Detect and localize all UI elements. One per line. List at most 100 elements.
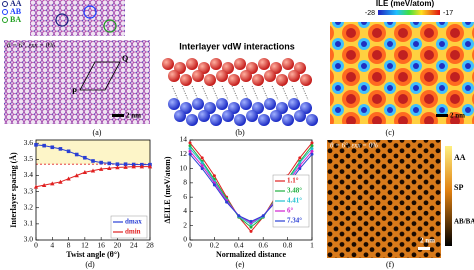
legend-label: 3.48° xyxy=(287,187,302,195)
data-point xyxy=(107,166,112,171)
data-point xyxy=(90,168,96,173)
colorbar-label: AB/BA xyxy=(454,218,474,226)
vdw-line xyxy=(301,85,309,101)
panel-label: (b) xyxy=(235,128,245,137)
atom xyxy=(216,98,228,110)
y-tick-label: 2 xyxy=(183,220,187,229)
y-tick-label: 3.4 xyxy=(24,170,34,179)
lattice-inset xyxy=(30,0,125,36)
unit-cell xyxy=(79,61,121,91)
vdw-line xyxy=(171,85,179,101)
data-point xyxy=(249,219,253,223)
data-point xyxy=(298,167,302,171)
scale-bar-label: 2 nm xyxy=(420,237,435,245)
data-point xyxy=(200,167,204,171)
atom xyxy=(216,70,228,82)
data-point xyxy=(83,155,87,160)
legend-marker xyxy=(2,9,8,15)
atom xyxy=(252,74,264,86)
legend-label: AA xyxy=(10,0,22,8)
data-point xyxy=(82,170,88,175)
x-tick-label: 8 xyxy=(67,241,71,250)
y-tick-label: 4 xyxy=(183,206,187,215)
atom xyxy=(288,70,300,82)
x-tick-label: 0.6 xyxy=(259,241,269,250)
data-point xyxy=(107,161,112,166)
y-tick-label: 12 xyxy=(180,149,188,158)
atom xyxy=(240,70,252,82)
vdw-line xyxy=(211,85,219,101)
data-point xyxy=(115,162,120,166)
x-tick-label: 1 xyxy=(310,241,314,250)
vdw-line xyxy=(241,85,249,101)
y-tick-label: 3.5 xyxy=(24,154,34,163)
colorbar xyxy=(445,146,452,246)
data-point xyxy=(200,161,204,165)
scale-bar xyxy=(436,114,448,117)
panel-a: AA AB BA θ = 6°, εxx = 0% P Q 2 nm (a) xyxy=(2,0,150,137)
y-tick-label: 3.2 xyxy=(24,202,34,211)
atom xyxy=(168,70,180,82)
colorbar-label: -17 xyxy=(443,10,453,17)
ile-map xyxy=(330,22,474,124)
atom xyxy=(240,98,252,110)
y-tick-label: 6 xyxy=(183,192,187,201)
atom xyxy=(288,98,300,110)
atom xyxy=(282,58,294,70)
atom xyxy=(204,74,216,86)
data-point xyxy=(34,143,38,147)
atom xyxy=(186,58,198,70)
data-point xyxy=(74,152,79,157)
atom xyxy=(186,114,198,126)
panel-label: (c) xyxy=(386,128,395,137)
data-point xyxy=(310,147,314,151)
data-point xyxy=(225,200,229,204)
atom xyxy=(192,70,204,82)
legend-label: dmin xyxy=(125,228,141,236)
legend-label: AB xyxy=(10,7,22,16)
atom xyxy=(306,114,318,126)
y-tick-label: 10 xyxy=(180,163,188,172)
panel-b: Interlayer vdW interactions (b) xyxy=(162,41,318,137)
legend-label: 6° xyxy=(287,207,294,215)
x-tick-label: 0 xyxy=(188,241,192,250)
data-point xyxy=(237,214,241,218)
y-axis-label: Interlayer spacing (Å) xyxy=(9,152,18,228)
data-point xyxy=(261,214,265,218)
atom xyxy=(282,114,294,126)
atom xyxy=(270,110,282,122)
atom xyxy=(174,110,186,122)
x-axis-label: Normalized distance xyxy=(216,250,286,259)
data-point xyxy=(123,164,128,169)
data-point xyxy=(188,141,192,145)
legend-label: BA xyxy=(10,15,21,24)
data-point xyxy=(98,166,104,171)
data-point xyxy=(74,173,79,178)
y-tick-label: 3.3 xyxy=(24,186,34,195)
data-point xyxy=(50,145,55,150)
x-tick-label: 24 xyxy=(130,241,138,250)
scale-bar-label: 2 nm xyxy=(126,112,141,120)
y-tick-label: 3.6 xyxy=(24,138,34,147)
scale-bar-label: 2 nm xyxy=(450,112,465,120)
x-tick-label: 0.8 xyxy=(283,241,293,250)
colorbar xyxy=(378,10,440,15)
atom xyxy=(162,58,174,70)
x-tick-label: 0 xyxy=(34,241,38,250)
y-tick-label: 3.0 xyxy=(24,235,34,244)
panel-label: (d) xyxy=(85,260,95,269)
atom xyxy=(210,58,222,70)
data-point xyxy=(212,183,216,187)
x-tick-label: 0.4 xyxy=(234,241,244,250)
x-tick-label: 12 xyxy=(81,241,89,250)
ab-site xyxy=(83,5,97,19)
data-point xyxy=(188,152,192,156)
data-point xyxy=(66,176,71,181)
data-point xyxy=(58,179,63,184)
atom xyxy=(276,74,288,86)
aa-site xyxy=(55,13,69,27)
y-tick-label: 3.1 xyxy=(24,219,34,228)
point-label: P xyxy=(72,87,77,96)
vdw-line xyxy=(221,85,229,101)
data-point xyxy=(298,164,302,168)
